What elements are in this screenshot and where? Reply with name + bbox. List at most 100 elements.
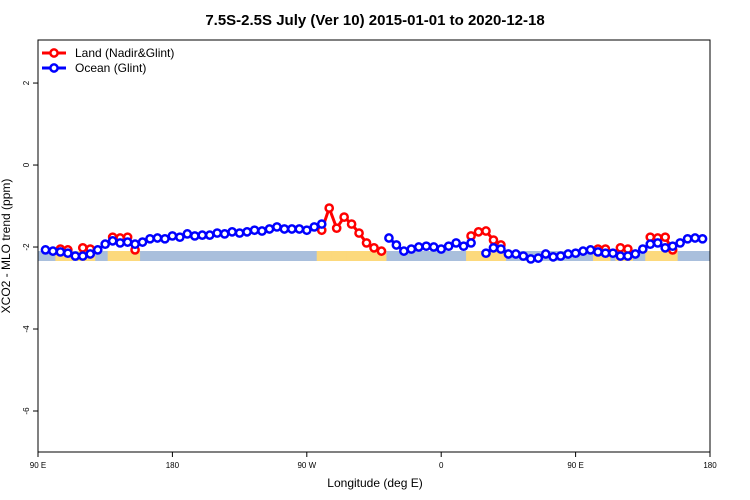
data-point bbox=[682, 233, 693, 244]
data-point bbox=[585, 245, 596, 255]
data-point bbox=[272, 222, 282, 232]
data-point bbox=[55, 247, 66, 257]
data-point bbox=[122, 237, 133, 247]
x-tick-label: 0 bbox=[439, 461, 444, 470]
data-point bbox=[496, 244, 506, 254]
data-point bbox=[667, 241, 678, 252]
data-point bbox=[294, 224, 305, 234]
y-tick-label: -6 bbox=[22, 407, 31, 415]
data-point bbox=[219, 229, 230, 239]
data-point bbox=[227, 227, 237, 237]
x-tick-label: 90 E bbox=[30, 461, 46, 470]
data-point bbox=[690, 233, 700, 243]
data-point bbox=[212, 228, 223, 238]
data-point bbox=[130, 239, 140, 250]
data-point bbox=[533, 253, 544, 263]
data-point bbox=[570, 248, 581, 259]
data-point bbox=[189, 231, 200, 241]
data-point bbox=[249, 225, 260, 236]
data-point bbox=[540, 249, 551, 259]
data-point bbox=[354, 228, 364, 238]
data-point bbox=[287, 224, 297, 234]
data-point bbox=[466, 238, 476, 248]
data-point bbox=[630, 249, 641, 259]
data-point bbox=[331, 223, 342, 234]
data-point bbox=[85, 249, 96, 259]
data-point bbox=[197, 230, 208, 240]
data-point bbox=[675, 238, 685, 248]
data-point bbox=[608, 248, 618, 259]
data-point bbox=[264, 224, 275, 234]
data-point bbox=[600, 248, 611, 259]
data-point bbox=[175, 232, 185, 243]
data-point bbox=[623, 251, 633, 261]
x-tick-label: 90 E bbox=[567, 461, 583, 470]
data-point bbox=[77, 251, 88, 261]
x-tick-label: 90 W bbox=[297, 461, 316, 470]
data-point bbox=[107, 236, 118, 246]
data-point bbox=[406, 244, 417, 254]
data-point bbox=[555, 251, 566, 261]
data-point bbox=[160, 233, 170, 244]
data-point bbox=[525, 254, 536, 264]
data-point bbox=[376, 246, 387, 256]
data-point bbox=[204, 230, 215, 240]
data-point bbox=[145, 233, 155, 244]
data-point bbox=[152, 233, 163, 243]
data-point bbox=[324, 203, 335, 213]
y-tick-label: -4 bbox=[22, 325, 31, 333]
legend-marker bbox=[49, 63, 59, 73]
data-point bbox=[488, 235, 499, 245]
data-point bbox=[316, 219, 327, 229]
data-point bbox=[443, 241, 454, 252]
data-point bbox=[488, 242, 499, 253]
data-point bbox=[48, 246, 58, 256]
x-axis-label: Longitude (deg E) bbox=[327, 476, 422, 490]
data-point bbox=[309, 222, 320, 232]
data-point bbox=[100, 239, 111, 250]
data-point bbox=[615, 242, 626, 253]
data-point bbox=[279, 224, 290, 234]
data-point bbox=[92, 245, 103, 255]
data-point bbox=[503, 249, 514, 259]
data-point bbox=[421, 241, 432, 252]
chart-title: 7.5S-2.5S July (Ver 10) 2015-01-01 to 20… bbox=[205, 12, 544, 29]
data-point bbox=[615, 251, 626, 261]
y-tick-label: -2 bbox=[22, 243, 31, 251]
data-point bbox=[361, 238, 372, 248]
data-point bbox=[451, 238, 461, 248]
y-tick-label: 2 bbox=[22, 80, 31, 85]
data-point bbox=[578, 246, 588, 256]
data-point bbox=[481, 226, 491, 236]
data-point bbox=[182, 229, 193, 239]
legend-marker bbox=[49, 48, 59, 58]
y-tick-label: 0 bbox=[22, 162, 31, 167]
x-tick-label: 180 bbox=[166, 461, 180, 470]
data-point bbox=[660, 232, 671, 243]
data-point bbox=[473, 227, 484, 237]
data-point bbox=[436, 244, 447, 254]
data-point bbox=[652, 238, 663, 248]
data-point bbox=[637, 244, 648, 254]
data-point bbox=[399, 246, 409, 256]
plot-frame bbox=[37, 39, 711, 453]
data-point bbox=[391, 240, 402, 250]
data-point bbox=[167, 231, 178, 241]
data-point bbox=[77, 242, 88, 253]
y-axis-label: XCO2 - MLO trend (ppm) bbox=[0, 179, 13, 314]
data-point bbox=[428, 242, 439, 252]
data-point bbox=[645, 239, 656, 250]
data-point bbox=[242, 227, 252, 237]
data-point bbox=[481, 248, 491, 259]
data-point bbox=[384, 233, 394, 243]
data-point bbox=[697, 233, 708, 244]
data-point bbox=[660, 242, 671, 253]
data-point bbox=[511, 249, 521, 259]
data-point bbox=[234, 228, 245, 238]
data-point bbox=[548, 252, 559, 262]
data-point bbox=[518, 251, 529, 261]
data-point bbox=[137, 237, 148, 247]
data-point bbox=[115, 238, 125, 248]
data-point bbox=[413, 242, 424, 252]
data-point bbox=[257, 226, 267, 236]
